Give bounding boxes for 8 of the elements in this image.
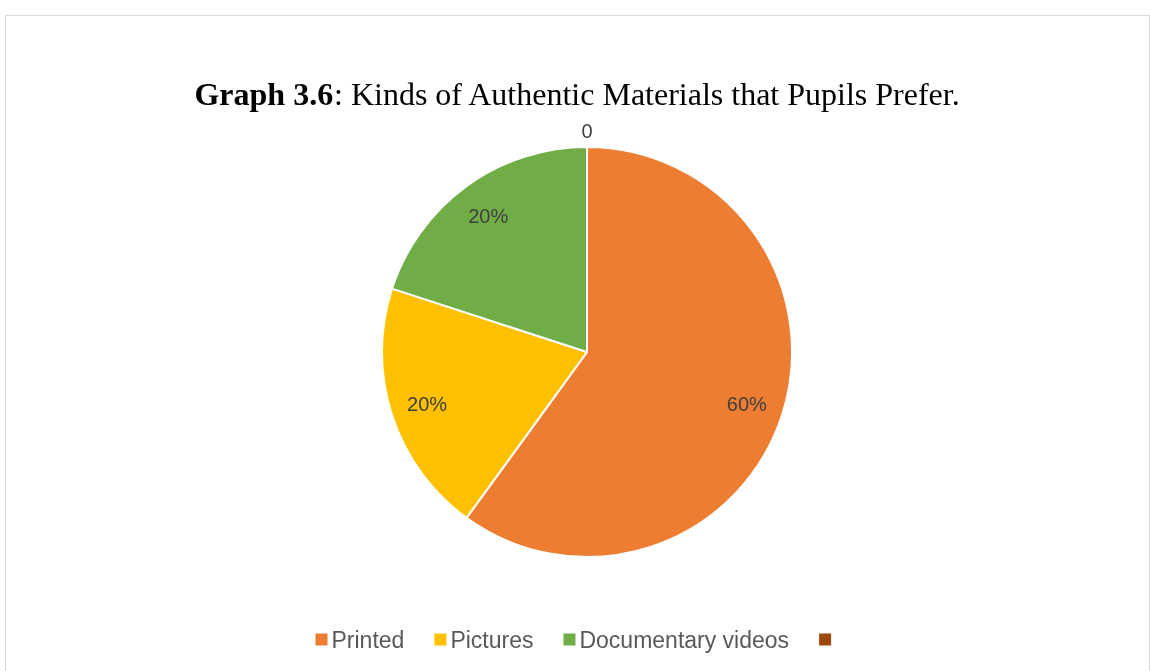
data-label: 20%: [407, 392, 448, 415]
legend-label: Documentary videos: [579, 626, 790, 653]
data-label: 60%: [726, 392, 768, 415]
legend-label: Printed: [331, 626, 405, 653]
legend-label: Pictures: [450, 626, 534, 653]
chart-title: Graph 3.6: Kinds of Authentic Materials that Pupils Prefer.: [194, 76, 960, 112]
data-label: 20%: [468, 205, 509, 227]
text: 0: [581, 120, 593, 142]
